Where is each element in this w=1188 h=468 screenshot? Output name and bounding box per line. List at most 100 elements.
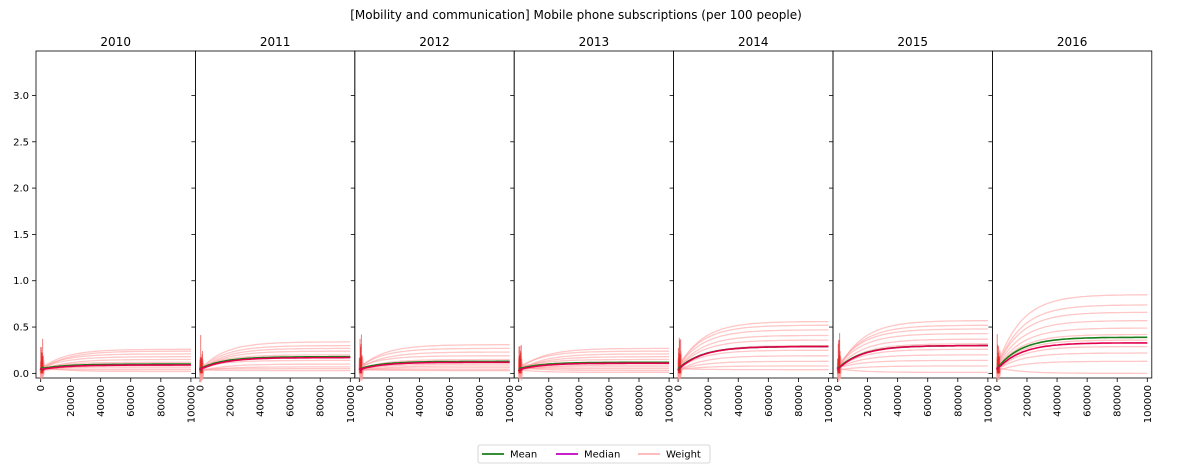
x-tick-label: 40000: [415, 385, 426, 417]
weight-line: [836, 368, 988, 379]
x-tick-label: 100000: [824, 385, 835, 423]
legend: Mean Median Weight: [477, 444, 711, 464]
weight-line: [996, 294, 1148, 373]
x-tick-label: 80000: [794, 385, 805, 417]
weight-line: [836, 359, 988, 381]
weight-line: [199, 344, 351, 382]
x-tick-label: 80000: [316, 385, 327, 417]
panel-2011: 2011 0 20000 40000 60000 80000 100000: [191, 35, 357, 423]
x-tick-label: 0: [355, 385, 366, 391]
x-tick-label: 40000: [1053, 385, 1064, 417]
weight-line: [199, 354, 351, 374]
median-line: [517, 362, 670, 372]
weight-line: [836, 354, 988, 380]
weight-line: [996, 320, 1148, 375]
weight-line: [199, 363, 351, 381]
weight-line: [996, 357, 1148, 377]
weight-line: [39, 348, 191, 378]
x-tick-label: 80000: [475, 385, 486, 417]
x-tick-label: 100000: [186, 385, 197, 423]
weight-line: [518, 347, 670, 376]
weight-line: [677, 334, 829, 379]
x-tick-label: 60000: [286, 385, 297, 417]
weight-line: [996, 339, 1148, 377]
panel-title: 2014: [738, 35, 769, 49]
median-line: [39, 364, 191, 372]
panel-frame: [354, 50, 515, 379]
weight-line: [39, 353, 191, 379]
median-line: [199, 356, 351, 371]
x-tick-label: 20000: [704, 385, 715, 417]
weight-line: [677, 360, 829, 378]
x-tick-label: 80000: [156, 385, 167, 417]
mean-line: [518, 361, 670, 371]
x-tick-label: 0: [833, 385, 844, 391]
mean-line: [358, 360, 510, 371]
x-tick-label: 60000: [764, 385, 775, 417]
mean-line: [996, 336, 1148, 369]
weight-line: [518, 358, 670, 381]
weight-line: [358, 347, 510, 370]
weight-line: [836, 338, 988, 377]
weight-line: [677, 339, 829, 378]
chart-title: [Mobility and communication] Mobile phon…: [350, 8, 802, 22]
weight-line: [199, 363, 351, 380]
x-tick-label: 80000: [1113, 385, 1124, 417]
x-tick-label: 20000: [1022, 385, 1033, 417]
x-tick-label: 20000: [225, 385, 236, 417]
median-line: [358, 361, 510, 372]
legend-label-weight: Weight: [666, 450, 701, 461]
x-tick-label: 80000: [635, 385, 646, 417]
panel-2013: 2013 0 20000 40000 60000 80000 100000: [510, 35, 676, 423]
panel-2012: 2012 0 20000 40000 60000 80000 100000: [350, 35, 516, 423]
weight-line: [518, 362, 670, 374]
weight-line: [996, 360, 1148, 381]
y-tick-label: 1.5: [13, 230, 29, 241]
legend-label-mean: Mean: [510, 450, 537, 461]
panel-title: 2013: [579, 35, 610, 49]
x-tick-label: 20000: [385, 385, 396, 417]
x-tick-label: 100000: [346, 385, 357, 423]
weight-line: [996, 311, 1148, 379]
weight-line: [996, 327, 1148, 374]
weight-line: [836, 358, 988, 383]
weight-line: [358, 368, 510, 381]
panel-frame: [992, 50, 1153, 379]
panel-frame: [513, 50, 675, 379]
mean-line: [39, 363, 191, 371]
panel-frame: [673, 50, 834, 379]
y-tick-label: 0.5: [13, 323, 29, 334]
x-tick-label: 100000: [1143, 385, 1154, 423]
x-tick-label: 40000: [893, 385, 904, 417]
mean-line: [199, 355, 351, 373]
weight-line: [677, 329, 829, 376]
y-tick-label: 2.0: [13, 184, 29, 195]
legend-label-median: Median: [584, 450, 620, 461]
weight-line: [677, 324, 829, 377]
x-tick-label: 0: [674, 385, 685, 391]
x-tick-label: 0: [36, 385, 47, 391]
weight-line: [996, 304, 1148, 373]
panel-title: 2010: [100, 35, 131, 49]
panel-2016: 2016 0 20000 40000 60000 80000 100000: [988, 35, 1154, 423]
x-tick-label: 100000: [665, 385, 676, 423]
panel-2010: 2010 0.0 0.5 1.0 1.5 2.0 2.5 3.0 0 20000 40000 6000…: [13, 35, 197, 423]
weight-line: [996, 333, 1148, 379]
x-tick-label: 40000: [734, 385, 745, 417]
weight-line: [39, 363, 191, 383]
panel-2014: 2014 0 20000 40000 60000 80000 100000: [669, 35, 835, 423]
x-tick-label: 60000: [923, 385, 934, 417]
x-tick-label: 20000: [66, 385, 77, 417]
weight-line: [358, 355, 510, 370]
weight-line: [996, 345, 1148, 379]
median-line: [677, 345, 829, 371]
x-tick-label: 40000: [256, 385, 267, 417]
panel-title: 2012: [419, 35, 450, 49]
x-tick-label: 40000: [574, 385, 585, 417]
weight-line: [677, 360, 829, 372]
x-tick-label: 20000: [863, 385, 874, 417]
y-tick-label: 3.0: [13, 91, 29, 102]
panel-title: 2015: [897, 35, 928, 49]
panel-title: 2016: [1057, 35, 1088, 49]
